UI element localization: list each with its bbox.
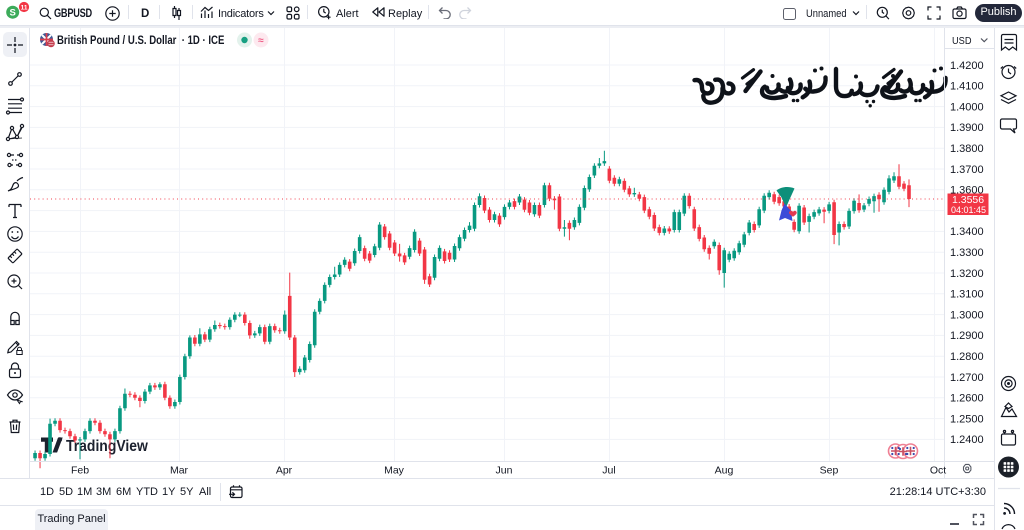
svg-text:1.2700: 1.2700	[950, 372, 984, 384]
svg-text:1.3700: 1.3700	[950, 164, 984, 176]
svg-text:1.4100: 1.4100	[950, 81, 984, 93]
svg-text:Feb: Feb	[71, 465, 89, 477]
svg-text:1.4000: 1.4000	[950, 101, 984, 113]
svg-text:Jun: Jun	[496, 465, 513, 477]
svg-text:Aug: Aug	[715, 465, 734, 477]
svg-text:1.2400: 1.2400	[950, 434, 984, 446]
svg-text:USD: USD	[952, 36, 971, 48]
svg-text:Oct: Oct	[930, 465, 946, 477]
svg-text:Apr: Apr	[276, 465, 293, 477]
svg-text:Jul: Jul	[602, 465, 615, 477]
svg-text:1.2600: 1.2600	[950, 393, 984, 405]
svg-text:1.2800: 1.2800	[950, 351, 984, 363]
svg-text:1.3000: 1.3000	[950, 309, 984, 321]
svg-text:1.4200: 1.4200	[950, 60, 984, 72]
svg-text:TradingView: TradingView	[66, 438, 148, 455]
svg-text:1.3200: 1.3200	[950, 268, 984, 280]
svg-text:1.3556: 1.3556	[952, 194, 984, 206]
svg-text:04:01:45: 04:01:45	[951, 205, 986, 215]
svg-text:1.2900: 1.2900	[950, 330, 984, 342]
svg-text:11: 11	[21, 4, 28, 11]
svg-text:1.3900: 1.3900	[950, 122, 984, 134]
svg-text:Mar: Mar	[170, 465, 189, 477]
svg-text:≈: ≈	[258, 36, 264, 47]
svg-text:1.3300: 1.3300	[950, 247, 984, 259]
svg-text:Sep: Sep	[820, 465, 839, 477]
svg-text:May: May	[384, 465, 405, 477]
svg-text:British Pound / U.S. Dollar ·: British Pound / U.S. Dollar · 1D · ICE	[57, 34, 224, 47]
svg-text:1.2500: 1.2500	[950, 413, 984, 425]
svg-text:1.3100: 1.3100	[950, 289, 984, 301]
svg-text:1.3400: 1.3400	[950, 226, 984, 238]
svg-text:1.3800: 1.3800	[950, 143, 984, 155]
svg-text:S: S	[10, 8, 16, 19]
